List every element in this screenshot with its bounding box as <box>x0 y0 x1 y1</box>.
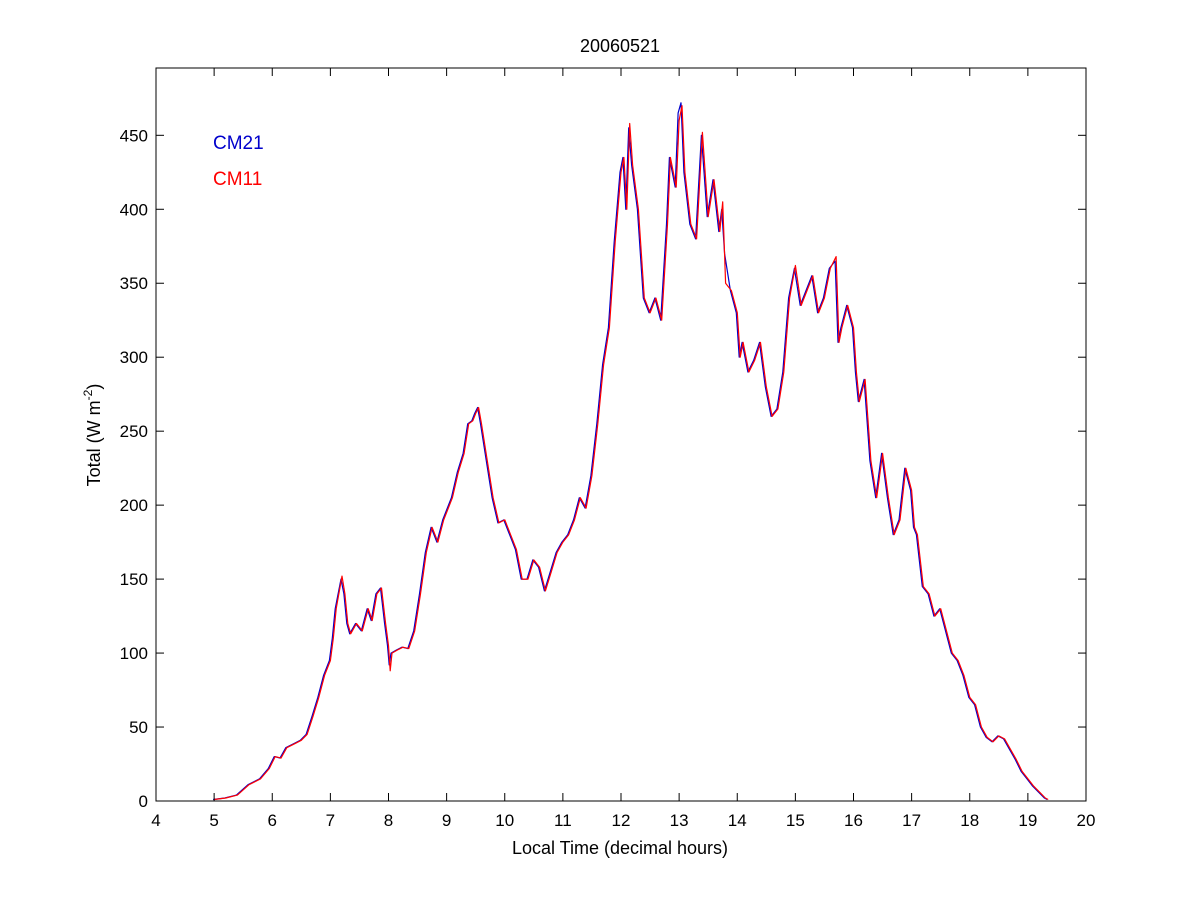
x-tick-label: 20 <box>1077 811 1096 830</box>
y-axis-title: Total (W m-2) <box>81 384 104 487</box>
y-axis-title-close: ) <box>84 384 104 390</box>
x-tick-label: 9 <box>442 811 451 830</box>
x-axis-title: Local Time (decimal hours) <box>512 838 728 858</box>
legend: CM21 CM11 <box>213 133 264 190</box>
x-tick-label: 7 <box>326 811 335 830</box>
x-tick-label: 16 <box>844 811 863 830</box>
x-tick-label: 4 <box>151 811 160 830</box>
y-tick-label: 0 <box>139 792 148 811</box>
y-axis-title-superscript: -2 <box>81 389 95 400</box>
chart-title: 20060521 <box>580 36 660 56</box>
x-axis: 4 5 6 7 8 9 10 11 12 13 14 15 16 17 18 19 20 <box>151 68 1095 830</box>
x-tick-label: 13 <box>670 811 689 830</box>
x-tick-label: 14 <box>728 811 747 830</box>
legend-label-cm21: CM21 <box>213 133 264 154</box>
y-tick-label: 200 <box>120 496 148 515</box>
y-tick-label: 50 <box>129 718 148 737</box>
x-tick-label: 17 <box>902 811 921 830</box>
x-tick-label: 15 <box>786 811 805 830</box>
y-axis-title-main: Total (W m <box>84 400 104 486</box>
x-tick-label: 11 <box>554 811 572 830</box>
series-layer <box>213 102 1049 801</box>
y-tick-label: 250 <box>120 422 148 441</box>
x-tick-label: 10 <box>495 811 514 830</box>
x-tick-label: 18 <box>960 811 979 830</box>
x-tick-label: 6 <box>268 811 277 830</box>
y-tick-label: 350 <box>120 274 148 293</box>
legend-label-cm11: CM11 <box>213 169 262 190</box>
x-tick-label: 19 <box>1018 811 1037 830</box>
series-line-cm11 <box>214 105 1049 801</box>
y-tick-label: 450 <box>120 126 148 145</box>
y-tick-label: 150 <box>120 570 148 589</box>
y-tick-label: 400 <box>120 200 148 219</box>
x-tick-label: 12 <box>612 811 631 830</box>
y-tick-label: 100 <box>120 644 148 663</box>
x-tick-label: 5 <box>209 811 218 830</box>
x-tick-label: 8 <box>384 811 393 830</box>
y-tick-label: 300 <box>120 348 148 367</box>
y-axis: 0 50 100 150 200 250 300 350 400 450 <box>120 126 1086 811</box>
